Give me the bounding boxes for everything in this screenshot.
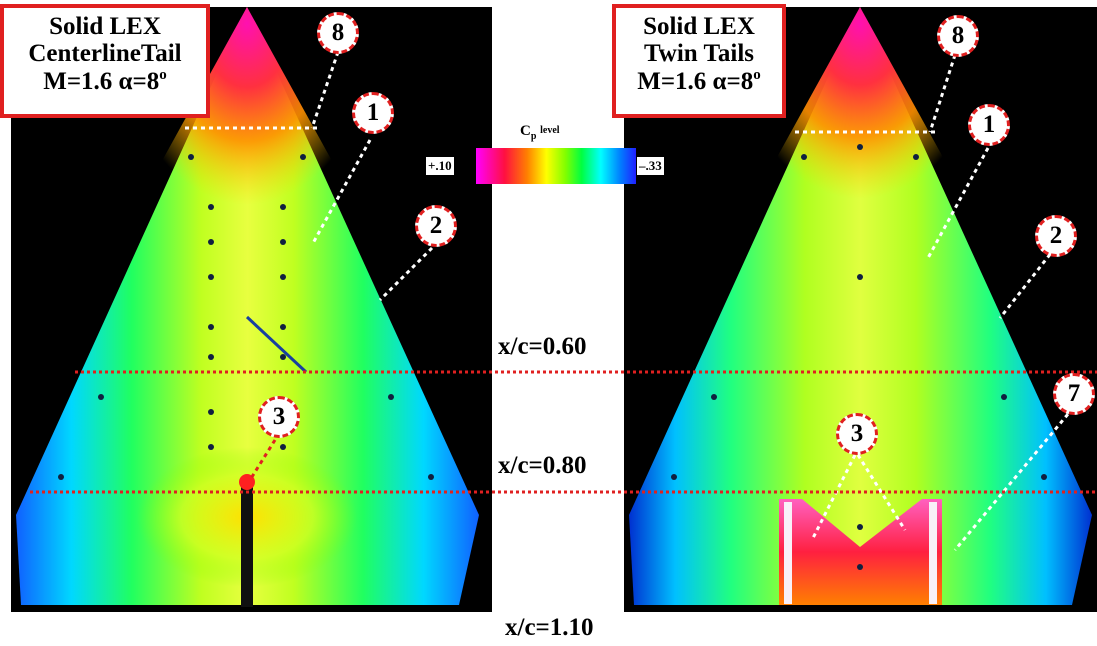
left-centerline-tail — [241, 477, 253, 607]
legend-color-bar — [476, 148, 636, 184]
right-callout-1: 1 — [968, 104, 1010, 146]
station-label-080: x/c=0.80 — [498, 452, 587, 479]
right-callout-2: 2 — [1035, 215, 1077, 257]
legend-title: Cp level — [520, 123, 560, 142]
left-tail-apex — [239, 474, 255, 490]
right-title-box: Solid LEX Twin Tails M=1.6 α=8o — [612, 4, 786, 118]
left-title-condition: M=1.6 α=8 — [43, 68, 160, 95]
left-title-degree: o — [159, 67, 167, 83]
left-title-line1: Solid LEX — [49, 13, 161, 40]
left-callout-3: 3 — [258, 396, 300, 438]
right-title-line1: Solid LEX — [643, 13, 755, 40]
station-label-060: x/c=0.60 — [498, 333, 587, 360]
right-title-line3: M=1.6 α=8o — [616, 67, 782, 95]
left-psp-image — [11, 7, 492, 612]
right-nose-high-pressure — [744, 7, 976, 327]
right-tail-left — [784, 502, 792, 604]
right-title-line2: Twin Tails — [643, 40, 755, 67]
legend-cp-sub: p — [530, 131, 537, 142]
left-title-box: Solid LEX CenterlineTail M=1.6 α=8o — [0, 4, 210, 118]
right-callout-7: 7 — [1053, 373, 1095, 415]
legend-max-value: +.10 — [425, 156, 455, 176]
left-callout-1: 1 — [352, 92, 394, 134]
left-title-line3: M=1.6 α=8o — [4, 67, 206, 95]
left-title-line2: CenterlineTail — [28, 40, 182, 67]
right-tail-right — [929, 502, 937, 604]
right-title-condition: M=1.6 α=8 — [637, 68, 754, 95]
left-callout-2: 2 — [415, 205, 457, 247]
legend-level-word: level — [540, 125, 560, 136]
right-title-degree: o — [753, 67, 761, 83]
left-wing-pressure-map — [16, 7, 479, 607]
right-callout-8: 8 — [937, 15, 979, 57]
left-lex-edge — [245, 315, 308, 374]
left-callout-8: 8 — [317, 12, 359, 54]
legend-cp: C — [520, 123, 531, 139]
legend-min-value: –.33 — [636, 156, 665, 176]
left-pressure-taps — [58, 154, 434, 480]
right-callout-3: 3 — [836, 413, 878, 455]
station-label-110: x/c=1.10 — [505, 614, 594, 641]
left-nose-high-pressure — [131, 7, 363, 337]
